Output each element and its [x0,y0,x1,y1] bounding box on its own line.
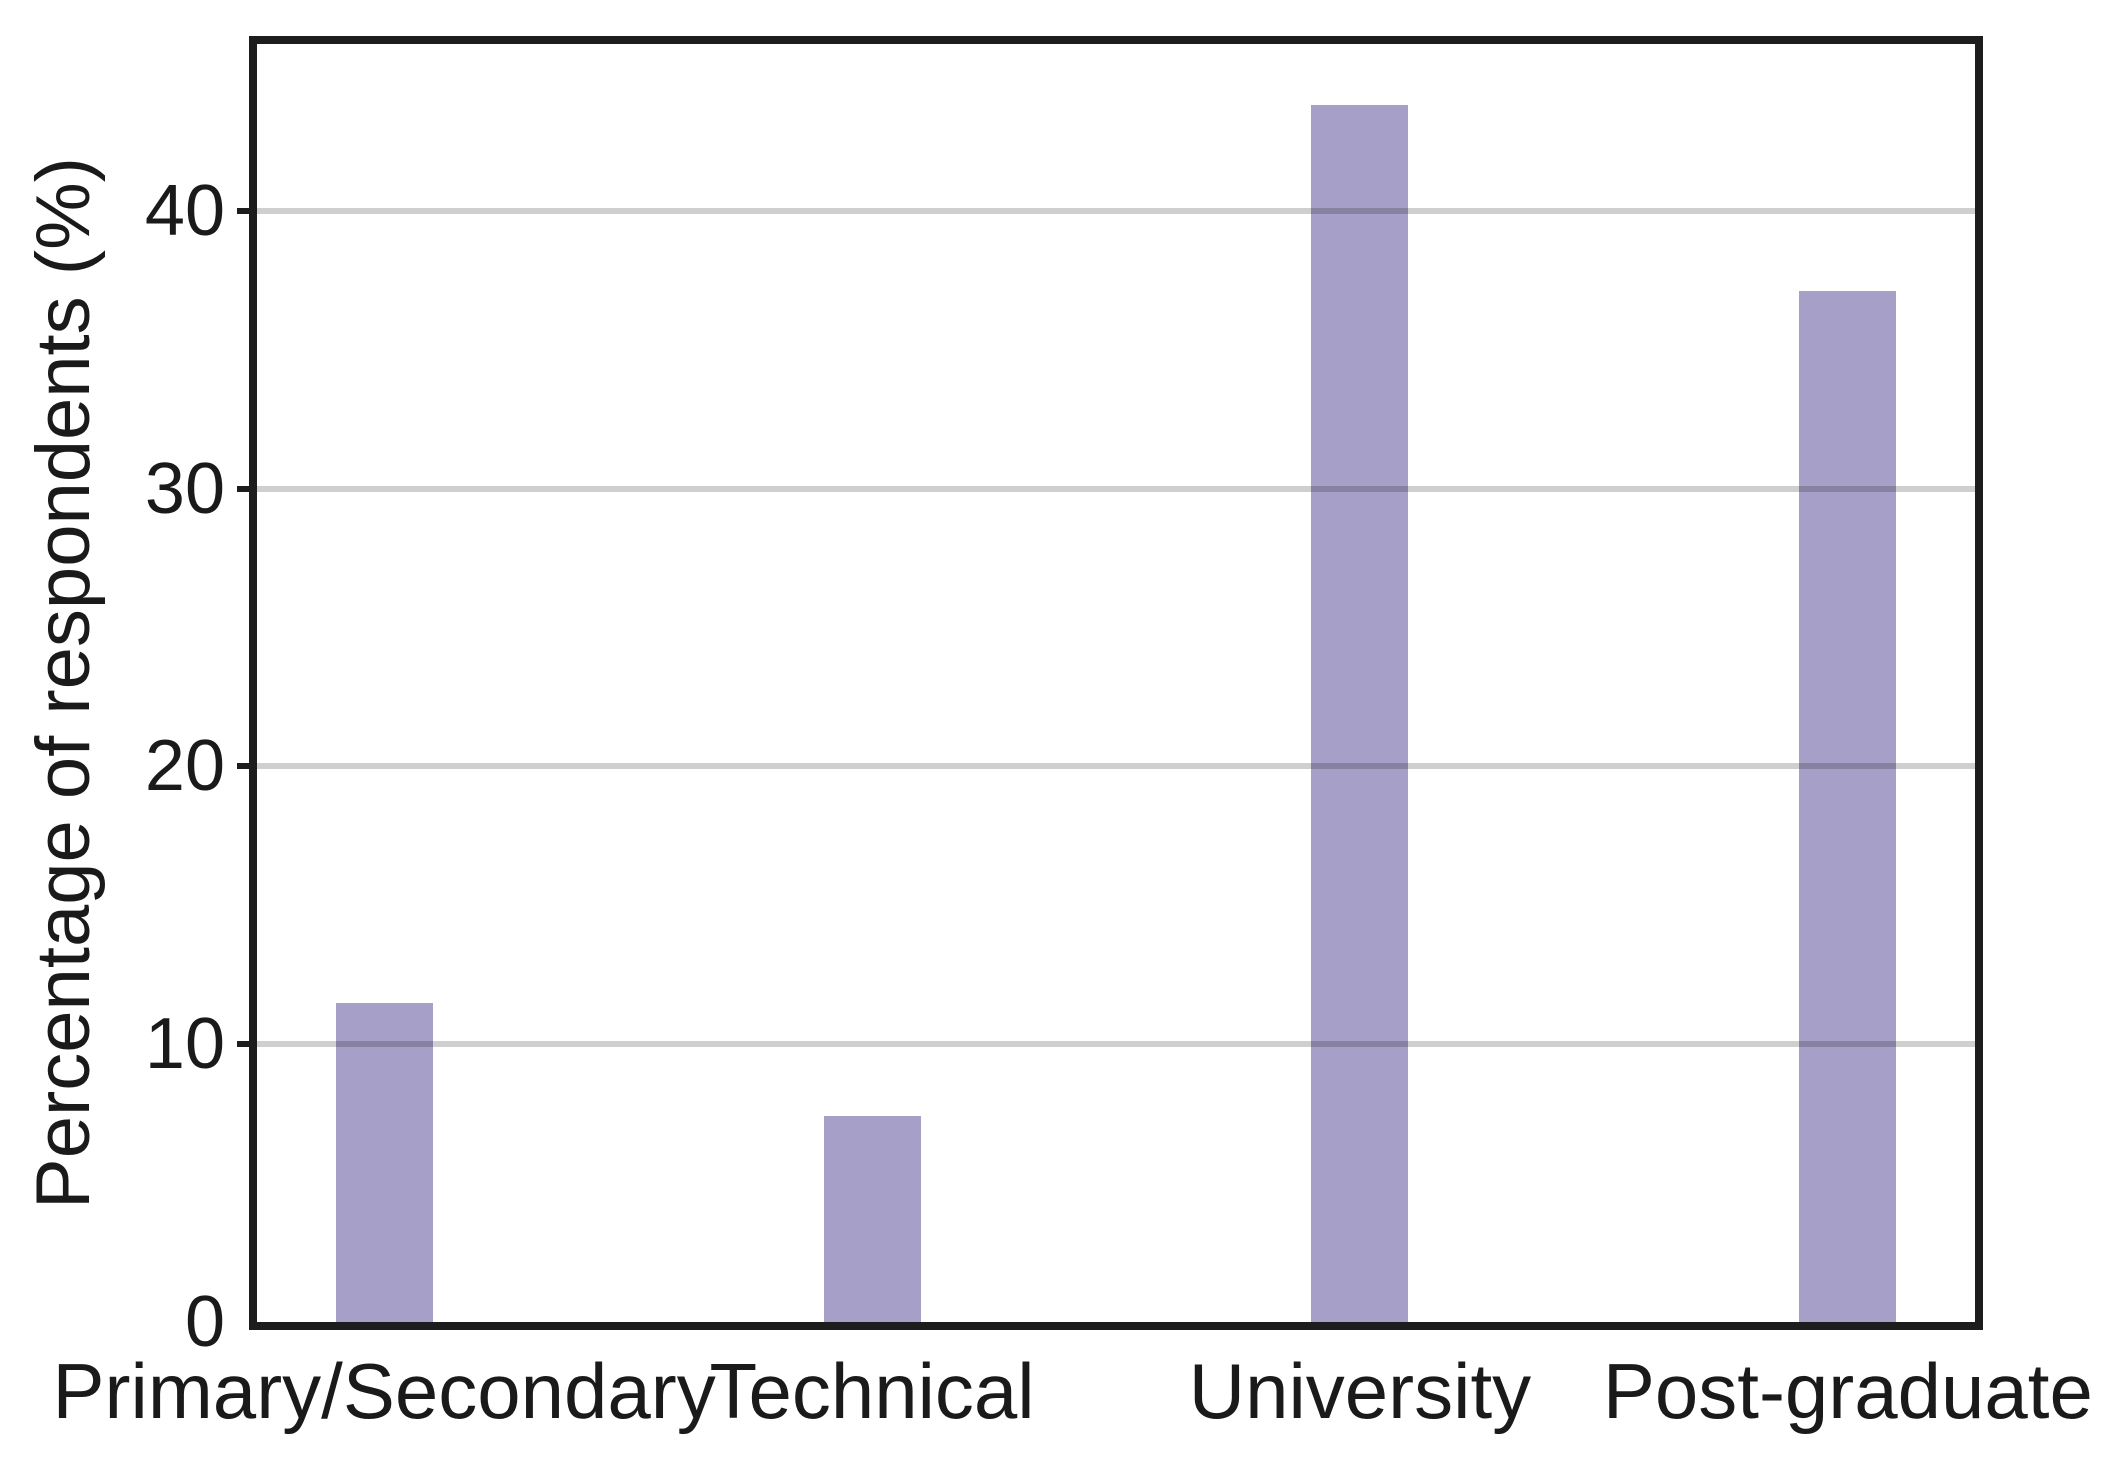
gridline-20 [257,763,1975,770]
y-tick-label-40: 40 [144,170,225,251]
plot-area [257,44,1975,1322]
bar-technical [823,1116,921,1322]
x-tick-label-primary-secondary: Primary/Secondary [52,1347,716,1435]
y-tick-label-20: 20 [144,726,225,807]
y-tick-label-0: 0 [184,1282,225,1362]
bar-university [1311,105,1409,1322]
gridline-10 [257,1041,1975,1048]
x-tick-label-post-graduate: Post-graduate [1602,1347,2093,1435]
y-tick-mark-10 [237,1041,251,1048]
bar-primary-secondary [335,1002,433,1322]
y-tick-mark-40 [237,207,251,214]
x-tick-label-university: University [1188,1347,1532,1435]
x-tick-label-technical: Technical [709,1347,1035,1435]
gridline-30 [257,485,1975,492]
y-tick-mark-20 [237,763,251,770]
y-tick-mark-30 [237,485,251,492]
bar-post-graduate [1799,291,1897,1322]
y-tick-label-10: 10 [144,1004,225,1085]
gridline-40 [257,207,1975,214]
y-tick-label-30: 30 [144,448,225,529]
